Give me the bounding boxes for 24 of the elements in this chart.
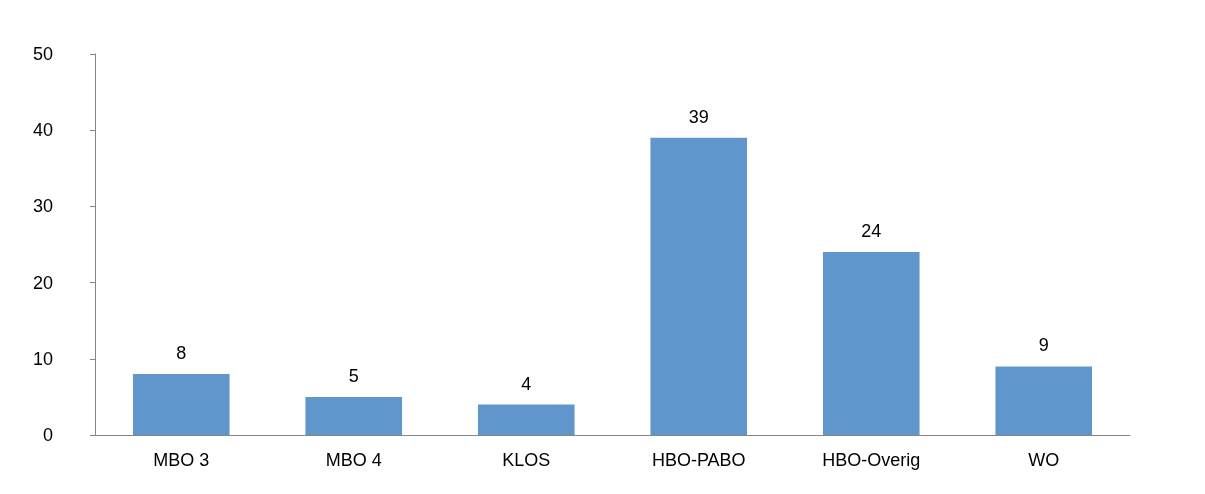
y-tick-label: 30 [32, 196, 53, 217]
y-tick-label: 50 [32, 44, 53, 64]
data-label: 4 [521, 373, 532, 394]
data-label: 39 [688, 106, 709, 127]
data-label: 5 [348, 365, 359, 386]
y-tick-label: 0 [42, 425, 53, 445]
x-tick-label: WO [1028, 450, 1060, 470]
y-tick-label: 10 [32, 348, 53, 369]
x-tick-label: MBO 4 [325, 450, 382, 470]
data-label: 8 [176, 343, 187, 364]
x-tick-label: HBO-PABO [651, 450, 746, 470]
x-tick-label: KLOS [502, 450, 551, 470]
y-tick-label: 20 [32, 272, 53, 293]
y-tick-label: 40 [32, 120, 53, 141]
x-tick-label: MBO 3 [153, 450, 210, 470]
bar [305, 396, 403, 435]
data-label: 9 [1038, 335, 1049, 356]
x-tick-label: HBO-Overig [822, 450, 921, 470]
bar [477, 404, 575, 435]
data-label: 24 [861, 221, 882, 242]
bar [822, 252, 920, 435]
bar [132, 374, 230, 435]
bar [995, 366, 1093, 435]
bar [650, 137, 748, 435]
